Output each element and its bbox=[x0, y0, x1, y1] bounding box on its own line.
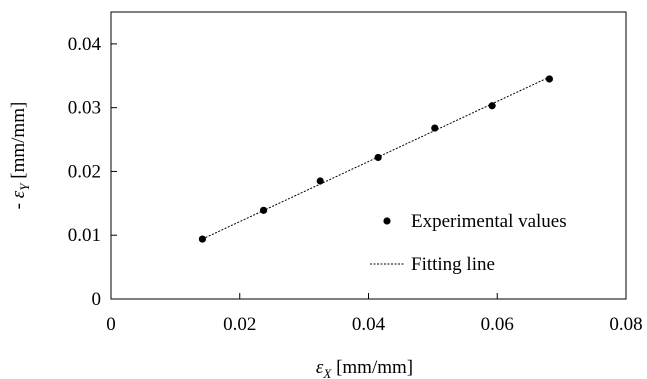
x-tick-label: 0.02 bbox=[223, 314, 256, 335]
data-point bbox=[374, 153, 382, 162]
data-point bbox=[488, 102, 496, 110]
legend: Experimental values Fitting line bbox=[370, 211, 567, 275]
legend-marker-experimental bbox=[383, 217, 391, 225]
plot-area-frame bbox=[110, 11, 627, 300]
y-axis-title: - εY [mm/mm] bbox=[8, 102, 32, 210]
x-tick-label: 0.08 bbox=[609, 314, 642, 335]
y-axis-subscript: Y bbox=[17, 182, 32, 191]
x-axis-unit: [mm/mm] bbox=[331, 357, 413, 378]
y-axis-unit: [mm/mm] bbox=[8, 102, 29, 184]
x-axis-symbol: ε bbox=[316, 357, 324, 378]
x-tick-label: 0 bbox=[106, 314, 116, 335]
x-tick-label: 0.04 bbox=[352, 314, 386, 335]
y-tick-label: 0.04 bbox=[68, 34, 102, 55]
y-axis-prefix: - bbox=[8, 198, 29, 209]
y-axis-ticks: 0 0.01 0.02 0.03 0.04 bbox=[68, 34, 117, 310]
x-tick-label: 0.06 bbox=[481, 314, 514, 335]
y-tick-label: 0.01 bbox=[68, 225, 101, 246]
series-layer bbox=[198, 75, 553, 243]
y-tick-label: 0.03 bbox=[68, 98, 101, 119]
x-axis-subscript: X bbox=[322, 366, 332, 379]
y-tick-label: 0.02 bbox=[68, 161, 101, 182]
data-point bbox=[431, 124, 439, 132]
legend-label-experimental: Experimental values bbox=[411, 211, 567, 232]
data-point bbox=[545, 75, 553, 83]
y-axis-symbol: ε bbox=[8, 190, 29, 198]
y-tick-label: 0 bbox=[92, 289, 102, 310]
x-axis-ticks: 0 0.02 0.04 0.06 0.08 bbox=[106, 293, 643, 335]
data-point bbox=[316, 177, 324, 185]
x-axis-title: εX [mm/mm] bbox=[316, 357, 413, 379]
legend-label-fitting-line: Fitting line bbox=[411, 254, 495, 275]
data-point bbox=[198, 235, 207, 243]
data-point bbox=[259, 206, 268, 214]
